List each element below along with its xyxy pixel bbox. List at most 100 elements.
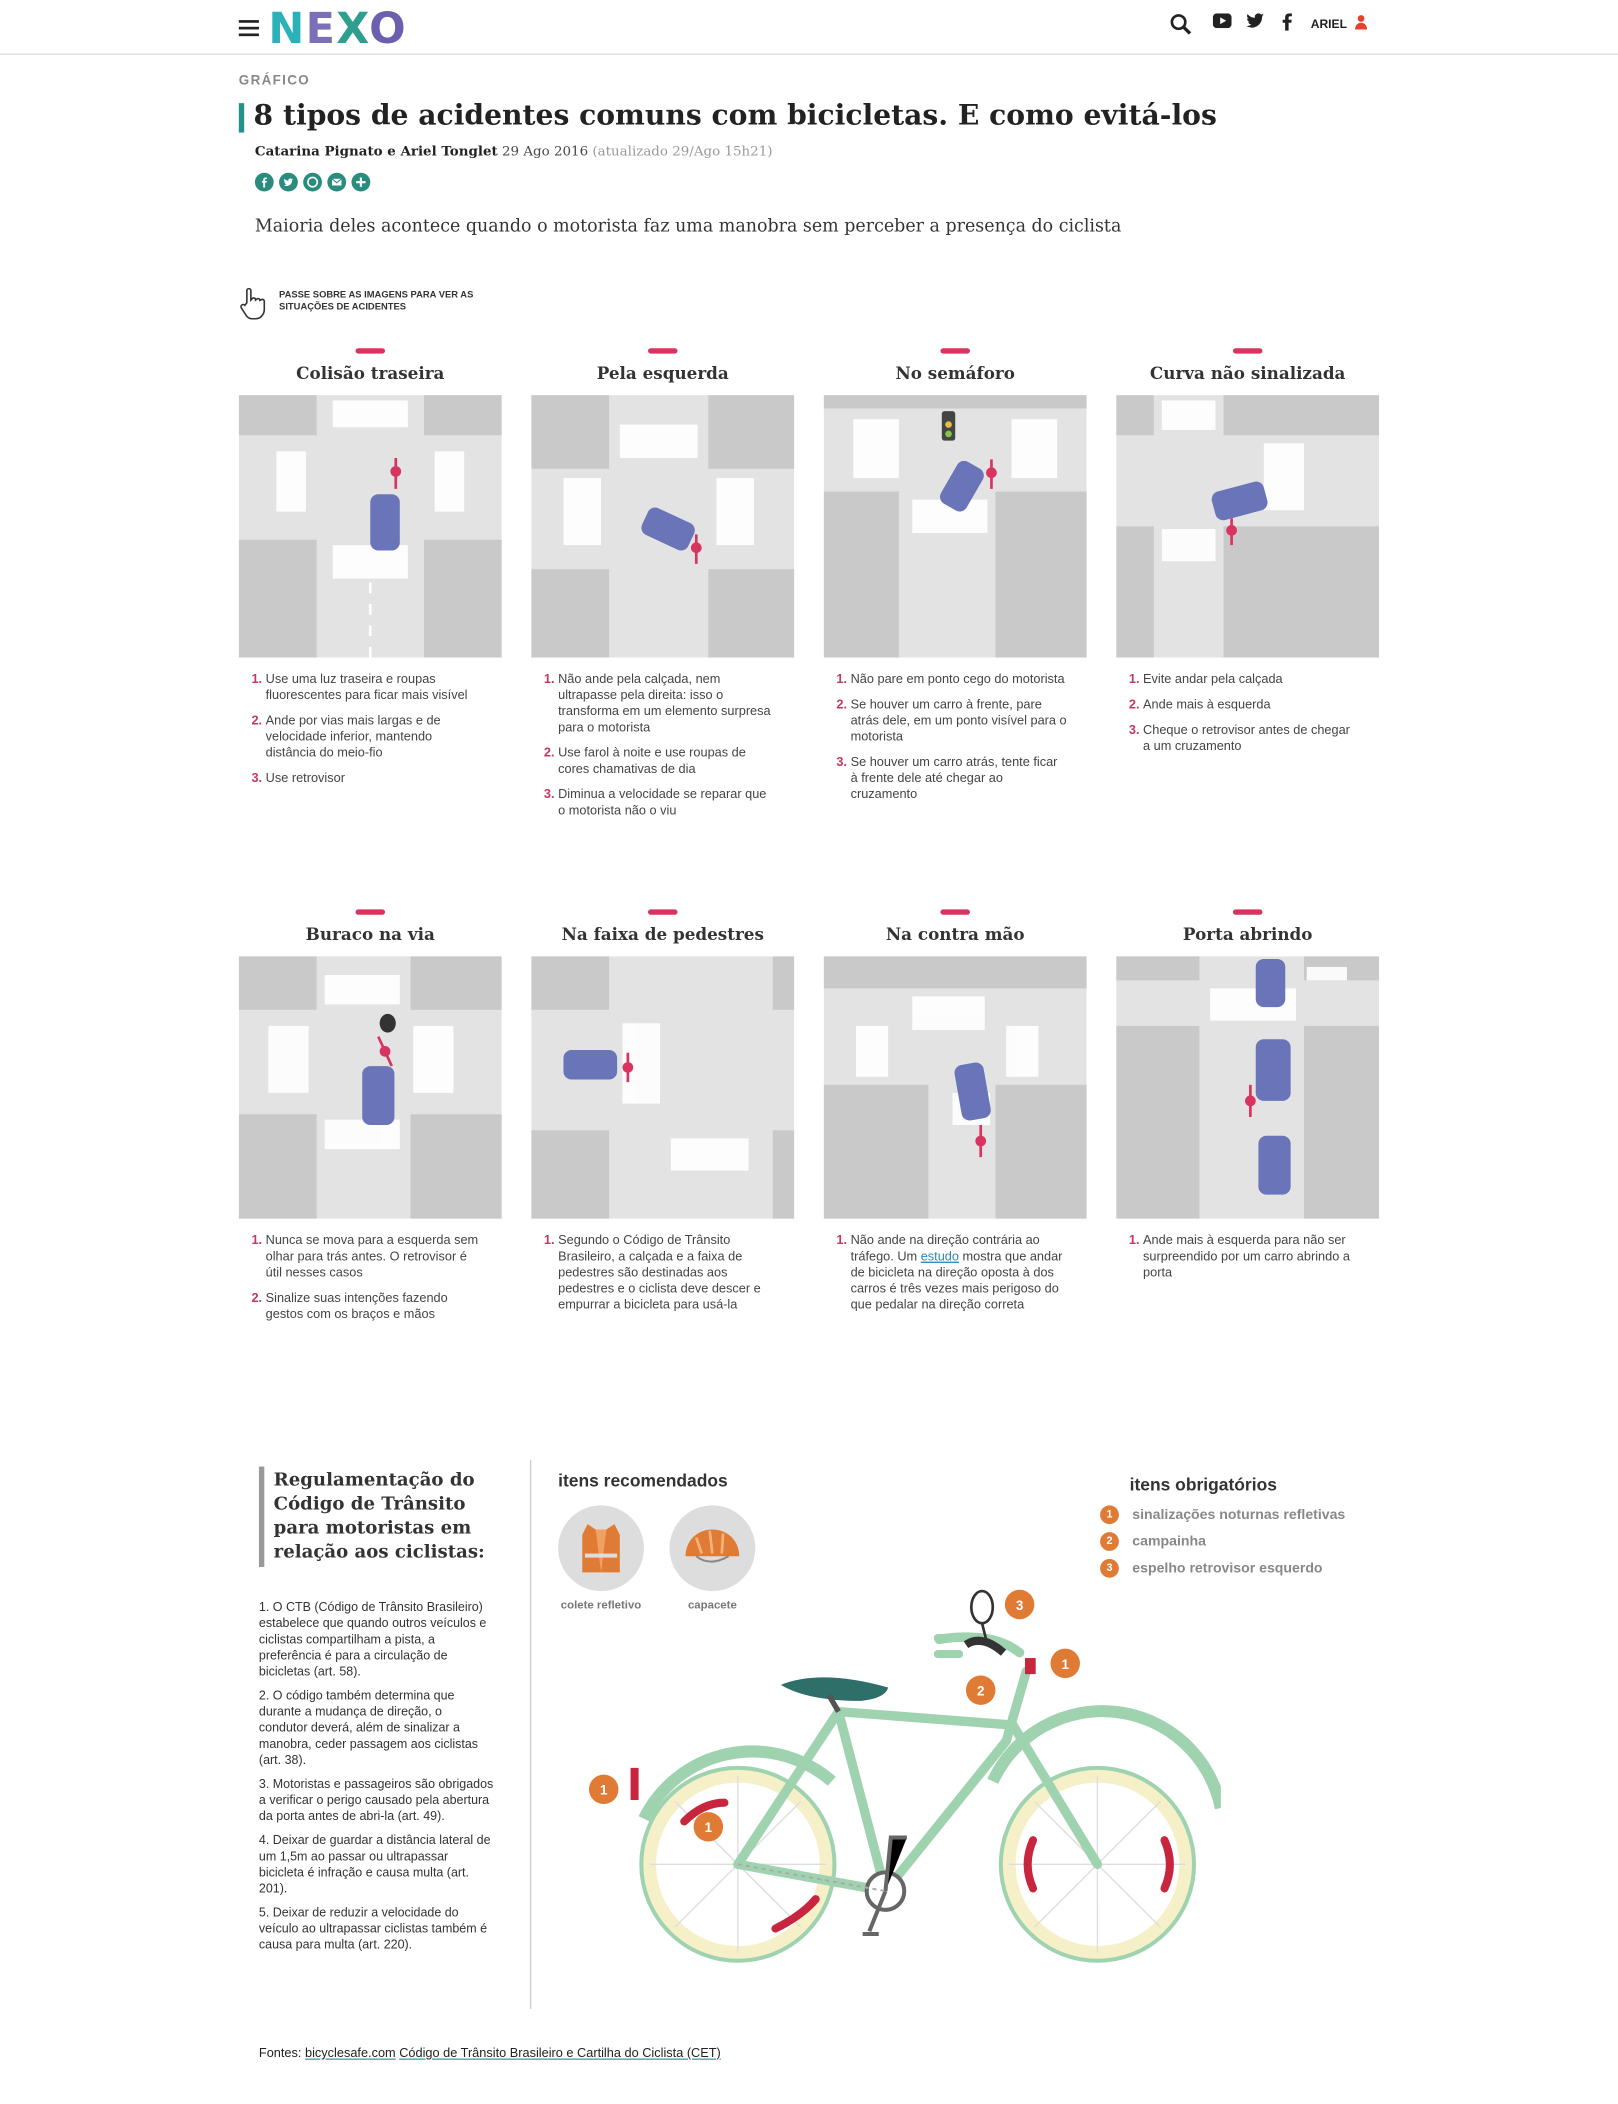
- user-icon[interactable]: [1355, 15, 1368, 30]
- hand-pointer-icon: [240, 287, 266, 320]
- card-1-tips: Use uma luz traseira e roupas fluorescen…: [241, 672, 482, 797]
- scene-pothole[interactable]: [238, 956, 502, 1219]
- scene-wrong-way[interactable]: [823, 956, 1087, 1219]
- authors[interactable]: Catarina Pignato e Ariel Tonglet: [254, 144, 498, 160]
- cyclist: [690, 534, 702, 564]
- list-item: Diminua a velocidade se reparar que o mo…: [558, 788, 775, 820]
- list-item: Segundo o Código de Trânsito Brasileiro,…: [558, 1233, 775, 1313]
- title-accent-bar: [238, 103, 245, 133]
- cyclist: [986, 459, 997, 489]
- list-item: Não ande na direção contrária ao tráfego…: [851, 1233, 1068, 1313]
- svg-text:2: 2: [977, 1684, 984, 1699]
- source-link[interactable]: bicyclesafe.com: [304, 2046, 396, 2062]
- card-8-marker: [1232, 909, 1263, 915]
- card-4-marker: [1232, 348, 1263, 354]
- scene-rear-collision[interactable]: [238, 395, 502, 658]
- list-item: Não ande pela calçada, nem ultrapasse pe…: [558, 672, 775, 736]
- whatsapp-icon[interactable]: [303, 172, 322, 192]
- cyclist: [390, 458, 402, 489]
- scene-crosswalk[interactable]: [531, 956, 795, 1219]
- search-icon[interactable]: [1170, 13, 1192, 35]
- card-3-tips: Não pare em ponto cego do motorista Se h…: [826, 672, 1067, 813]
- list-item: Não pare em ponto cego do motorista: [851, 672, 1068, 688]
- study-link[interactable]: estudo: [920, 1249, 959, 1265]
- twitter-icon[interactable]: [279, 172, 298, 192]
- list-item: Ande mais à esquerda: [1143, 698, 1360, 714]
- divider: [529, 1459, 532, 2009]
- email-icon[interactable]: [327, 172, 347, 192]
- svg-text:1: 1: [1062, 1657, 1070, 1672]
- scene-left-collision[interactable]: [531, 395, 795, 658]
- byline: Catarina Pignato e Ariel Tonglet 29 Ago …: [255, 145, 773, 160]
- list-item: Use uma luz traseira e roupas fluorescen…: [266, 672, 483, 704]
- list-item: Nunca se mova para a esquerda sem olhar …: [266, 1233, 483, 1281]
- nexo-logo[interactable]: NEXO: [268, 2, 408, 54]
- list-item: Use retrovisor: [266, 771, 483, 787]
- list-item: 3. Motoristas e passageiros são obrigado…: [258, 1777, 494, 1823]
- mandatory-list: 1 sinalizações noturnas refletivas 2 campa…: [1100, 1501, 1345, 1581]
- card-2-marker: [647, 348, 678, 354]
- menu-icon[interactable]: [238, 20, 259, 37]
- card-5-marker: [355, 909, 386, 915]
- badge-2: [965, 1675, 996, 1705]
- regulation-list: 1. O CTB (Código de Trânsito Brasileiro)…: [259, 1599, 494, 1961]
- car: [940, 460, 984, 512]
- card-2-title: Pela esquerda: [596, 362, 729, 384]
- recommended-heading: itens recomendados: [558, 1470, 728, 1491]
- youtube-icon[interactable]: [1212, 13, 1232, 29]
- updated-date: (atualizado 29/Ago 15h21): [592, 144, 773, 160]
- page-title: 8 tipos de acidentes comuns com biciclet…: [253, 97, 1217, 132]
- scene-unsignaled-curve[interactable]: [1116, 395, 1380, 658]
- source-link[interactable]: Código de Trânsito Brasileiro e Cartilha…: [399, 2046, 721, 2062]
- list-item: Use farol à noite e use roupas de cores …: [558, 746, 775, 778]
- car: [1258, 1135, 1291, 1195]
- bicycle-illustration: 3 1 2 1 1: [588, 1589, 1221, 1963]
- list-item: 5. Deixar de reduzir a velocidade do veí…: [258, 1905, 488, 1952]
- car: [1255, 1039, 1291, 1101]
- svg-text:1: 1: [600, 1783, 608, 1798]
- card-2-tips: Não ande pela calçada, nem ultrapasse pe…: [534, 672, 775, 829]
- card-8-title: Porta abrindo: [1182, 924, 1313, 945]
- section-kicker[interactable]: GRÁFICO: [238, 73, 311, 89]
- list-item: Se houver um carro atrás, tente ficar à …: [851, 755, 1068, 803]
- sources: Fontes: bicyclesafe.com Código de Trânsi…: [258, 2046, 721, 2062]
- card-3-title: No semáforo: [895, 362, 1015, 384]
- user-name[interactable]: ARIEL: [1310, 17, 1347, 31]
- list-item: Ande mais à esquerda para não ser surpre…: [1143, 1233, 1360, 1281]
- cyclist: [1245, 1084, 1256, 1117]
- badge-1: [693, 1812, 724, 1842]
- scene-door-opening[interactable]: [1116, 956, 1380, 1219]
- card-4-tips: Evite andar pela calçada Ande mais à esq…: [1119, 672, 1360, 764]
- cyclist: [377, 1036, 393, 1067]
- list-item: Ande por vias mais largas e de velocidad…: [266, 714, 483, 762]
- list-item: 2 campainha: [1100, 1528, 1345, 1555]
- car: [641, 507, 695, 551]
- card-4-title: Curva não sinalizada: [1149, 362, 1346, 384]
- top-bar: NEXO ARIEL: [0, 0, 1618, 55]
- card-5-title: Buraco na via: [305, 924, 435, 945]
- list-item: 4. Deixar de guardar a distância lateral…: [258, 1833, 491, 1896]
- card-6-title: Na faixa de pedestres: [561, 924, 764, 945]
- cyclist: [622, 1052, 634, 1083]
- card-7-marker: [940, 909, 970, 915]
- svg-text:1: 1: [705, 1820, 713, 1835]
- card-7-tips: Não ande na direção contrária ao tráfego…: [826, 1233, 1067, 1323]
- list-item: 2. O código também determina que durante…: [258, 1688, 479, 1767]
- helmet-label: capacete: [687, 1597, 737, 1612]
- card-3-marker: [940, 348, 970, 354]
- car: [1255, 958, 1286, 1008]
- publish-date: 29 Ago 2016: [502, 144, 589, 160]
- list-item: Cheque o retrovisor antes de chegar a um…: [1143, 723, 1360, 755]
- facebook-icon[interactable]: [1282, 13, 1292, 31]
- twitter-icon[interactable]: [1246, 13, 1264, 28]
- list-item: 3 espelho retrovisor esquerdo: [1100, 1555, 1345, 1582]
- car: [370, 494, 400, 551]
- list-item: 1. O CTB (Código de Trânsito Brasileiro)…: [258, 1600, 487, 1679]
- cyclist: [975, 1125, 987, 1158]
- more-icon[interactable]: [351, 172, 371, 192]
- list-item: Se houver um carro à frente, pare atrás …: [851, 698, 1068, 746]
- car: [362, 1066, 395, 1126]
- facebook-icon[interactable]: [254, 172, 274, 192]
- card-5-tips: Nunca se mova para a esquerda sem olhar …: [241, 1233, 482, 1332]
- scene-traffic-light[interactable]: [823, 395, 1087, 658]
